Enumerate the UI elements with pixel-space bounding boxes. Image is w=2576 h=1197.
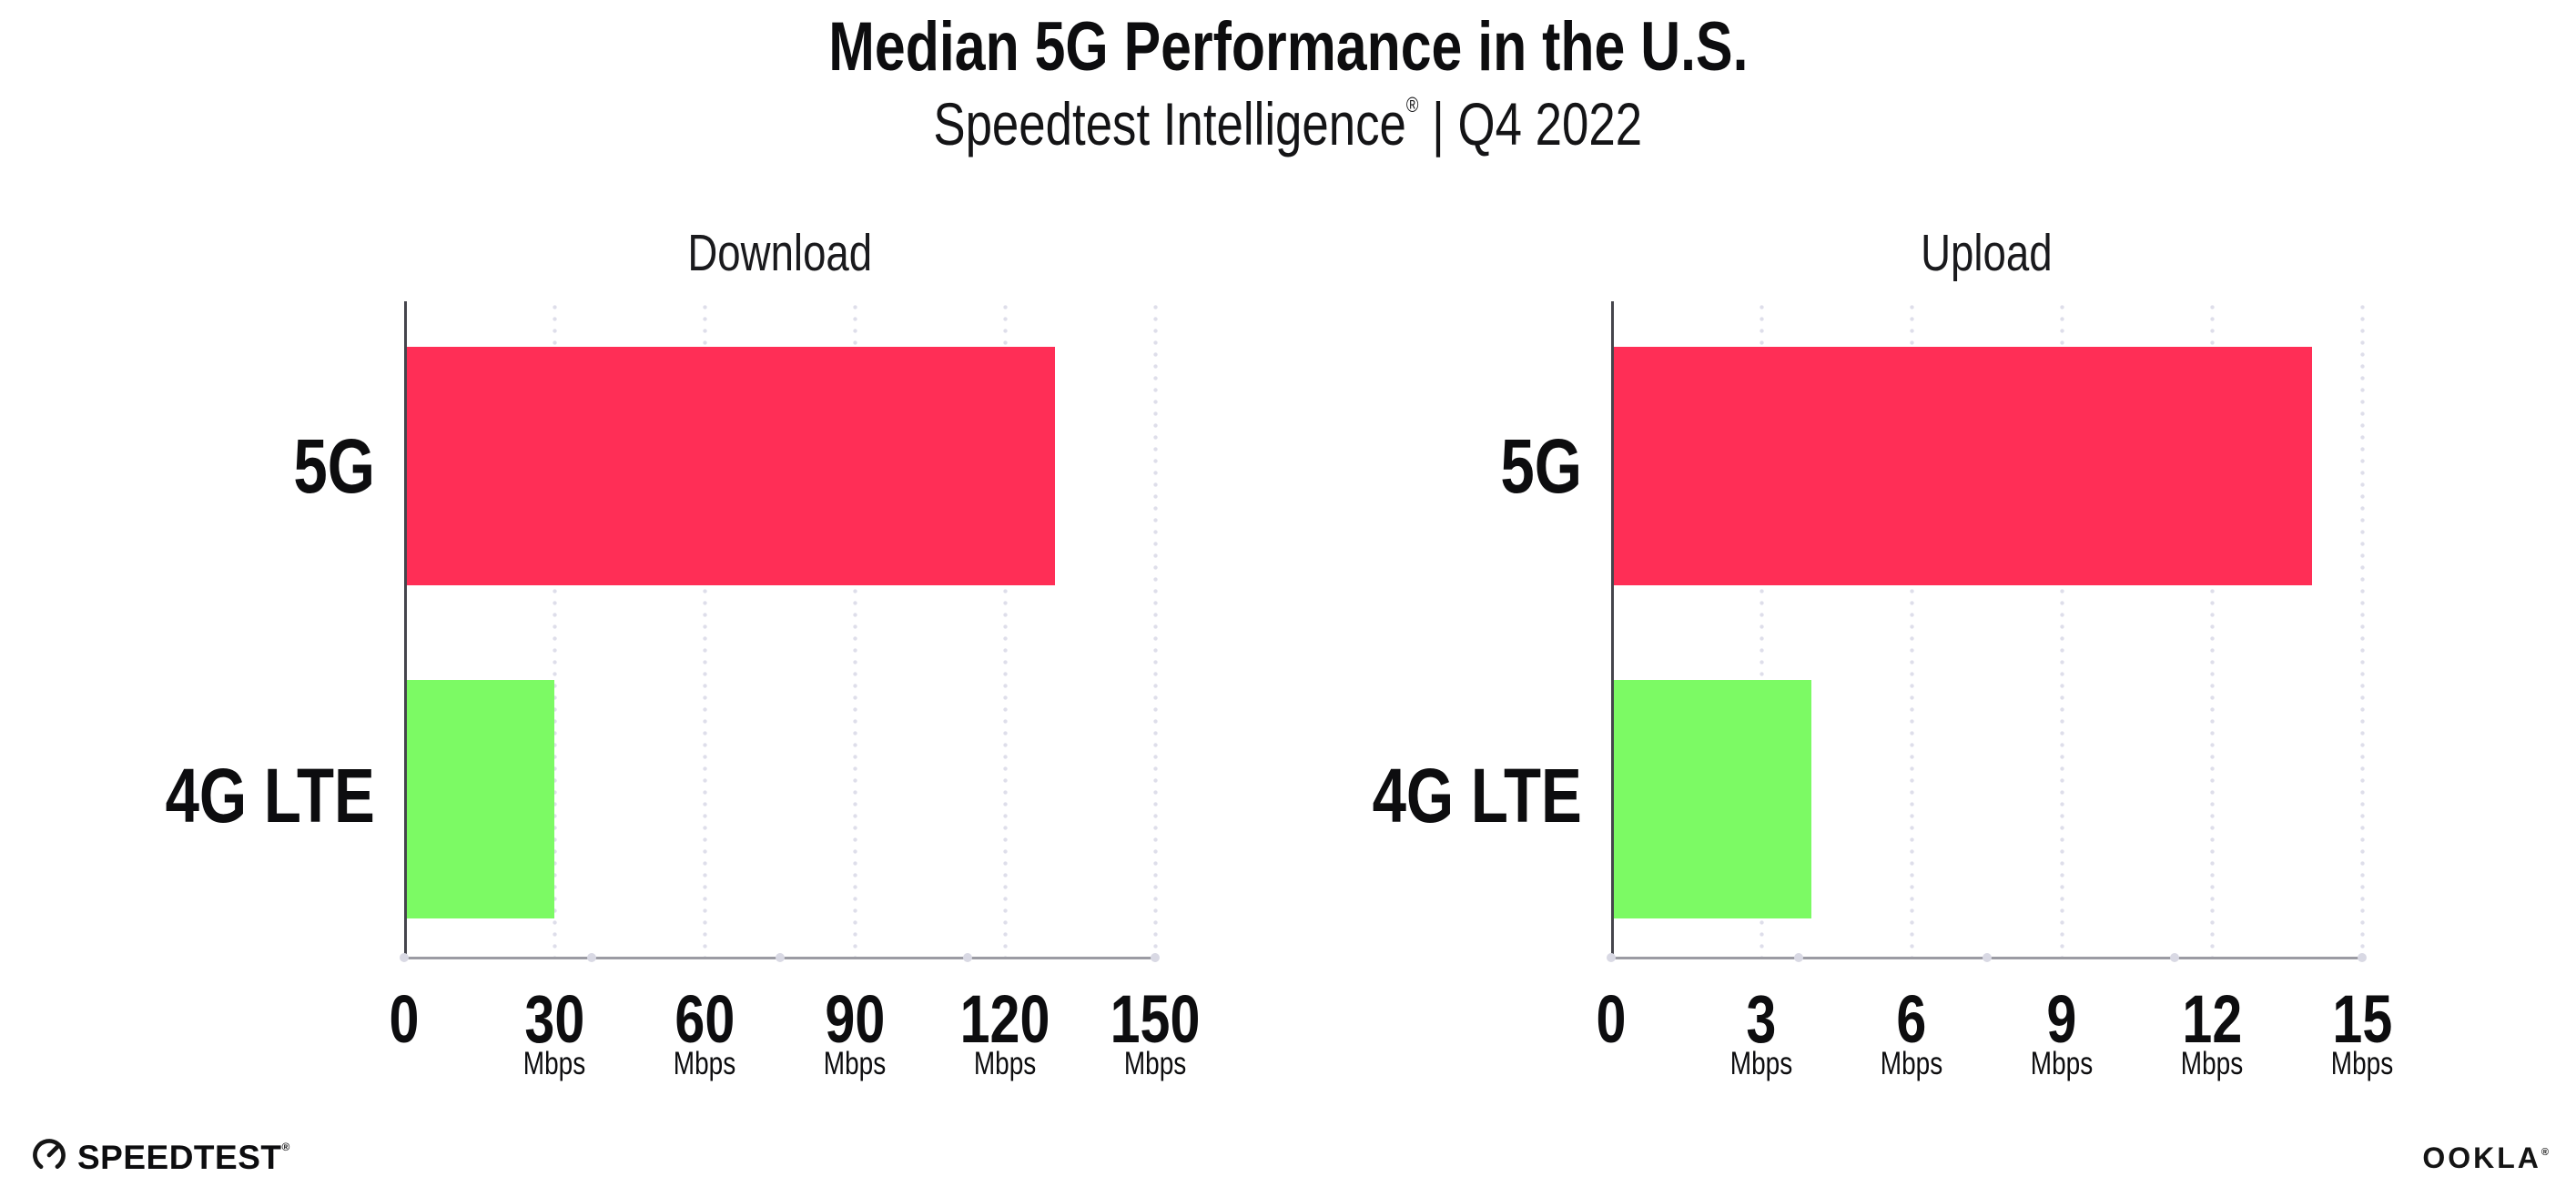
y-axis-line: [1611, 301, 1614, 959]
axis-tick-dot: [587, 953, 597, 962]
bar: [404, 680, 554, 918]
ookla-wordmark: OOKLA: [2422, 1141, 2541, 1174]
x-tick: 0: [385, 986, 422, 1053]
page-title: Median 5G Performance in the U.S.: [827, 8, 1749, 86]
axis-tick-dot: [1607, 953, 1616, 962]
category-label: 5G: [293, 423, 375, 509]
x-tick-value: 9: [2046, 981, 2077, 1057]
x-tick-value: 6: [1896, 981, 1927, 1057]
x-tick-value: 90: [825, 981, 885, 1057]
x-tick: 0: [1592, 986, 1629, 1053]
gridline: [1153, 301, 1158, 959]
x-tick-value: 3: [1746, 981, 1777, 1057]
y-axis-line: [404, 301, 407, 959]
x-tick: 9 Mbps: [2023, 986, 2101, 1080]
registered-mark-icon: ®: [2541, 1147, 2549, 1158]
speedtest-logo: SPEEDTEST®: [31, 1138, 290, 1176]
category-axis: 5G 4G LTE: [86, 218, 375, 1101]
bar: [1611, 680, 1811, 918]
x-tick: 30 Mbps: [515, 986, 593, 1080]
speedtest-wordmark: SPEEDTEST: [77, 1138, 282, 1176]
upload-plot-area: [1607, 301, 2367, 962]
x-tick-unit: Mbps: [2330, 1046, 2394, 1081]
x-axis-labels: 0 3 Mbps 6 Mbps 9 Mbps 12 Mbps 15 Mbps: [1597, 986, 2394, 1122]
x-tick-value: 15: [2332, 981, 2392, 1057]
chart-title-upload: Upload: [1921, 224, 2053, 282]
category-label: 4G LTE: [1372, 753, 1582, 838]
speedtest-gauge-icon: [31, 1137, 67, 1178]
x-tick-value: 0: [389, 981, 420, 1057]
page-subtitle: Speedtest Intelligence® | Q4 2022: [0, 91, 2576, 157]
x-tick: 15 Mbps: [2323, 986, 2401, 1080]
x-tick: 3 Mbps: [1722, 986, 1800, 1080]
x-tick-unit: Mbps: [522, 1046, 586, 1081]
gridline: [2360, 301, 2365, 959]
x-tick-value: 0: [1596, 981, 1627, 1057]
category-label: 4G LTE: [165, 753, 375, 838]
axis-tick-dot: [1151, 953, 1160, 962]
chart-title-download: Download: [687, 224, 872, 282]
axis-tick-dot: [400, 953, 409, 962]
gridline: [2210, 301, 2215, 959]
x-tick-unit: Mbps: [973, 1046, 1037, 1081]
bar: [1611, 347, 2312, 585]
x-tick: 120 Mbps: [948, 986, 1060, 1080]
x-tick-unit: Mbps: [1729, 1046, 1793, 1081]
x-tick-value: 12: [2182, 981, 2242, 1057]
gridline: [553, 301, 557, 959]
x-tick-unit: Mbps: [1880, 1046, 1943, 1081]
axis-tick-dot: [775, 953, 785, 962]
gridline: [1003, 301, 1008, 959]
x-tick-unit: Mbps: [1123, 1046, 1187, 1081]
axis-tick-dot: [962, 953, 972, 962]
x-tick-value: 150: [1110, 981, 1201, 1057]
x-tick-value: 60: [674, 981, 735, 1057]
axis-tick-dot: [1794, 953, 1804, 962]
gridline: [1760, 301, 1764, 959]
gridline: [853, 301, 857, 959]
gridline: [1910, 301, 1914, 959]
gridline: [703, 301, 707, 959]
x-axis-labels: 0 30 Mbps 60 Mbps 90 Mbps 120 Mbps 150 Mbps: [390, 986, 1201, 1122]
registered-mark-icon: ®: [281, 1140, 290, 1153]
x-tick-value: 30: [524, 981, 584, 1057]
x-tick: 90 Mbps: [816, 986, 894, 1080]
download-chart: Download 5G 4G LTE 0 30 Mbps 60 Mbps 90 Mbps 120…: [86, 218, 1232, 1101]
category-label: 5G: [1500, 423, 1582, 509]
upload-chart: Upload 5G 4G LTE 0 3 Mbps 6 Mbps 9 Mbps 12 Mbps 15…: [1293, 218, 2439, 1101]
x-tick-unit: Mbps: [2030, 1046, 2094, 1081]
gridline: [2060, 301, 2064, 959]
x-tick: 150 Mbps: [1099, 986, 1211, 1080]
ookla-logo: OOKLA®: [2422, 1143, 2549, 1172]
axis-tick-dot: [2169, 953, 2179, 962]
x-tick-unit: Mbps: [673, 1046, 736, 1081]
subtitle-period: | Q4 2022: [1418, 90, 1643, 157]
registered-mark-icon: ®: [1406, 93, 1419, 117]
bar: [404, 347, 1055, 585]
axis-tick-dot: [2358, 953, 2367, 962]
x-tick-unit: Mbps: [2180, 1046, 2244, 1081]
x-tick-value: 120: [959, 981, 1050, 1057]
x-tick: 12 Mbps: [2173, 986, 2251, 1080]
subtitle-brand: Speedtest Intelligence: [933, 90, 1407, 157]
download-plot-area: [400, 301, 1160, 962]
category-axis: 5G 4G LTE: [1293, 218, 1582, 1101]
x-tick: 60 Mbps: [665, 986, 744, 1080]
axis-tick-dot: [1982, 953, 1992, 962]
x-tick-unit: Mbps: [823, 1046, 887, 1081]
x-tick: 6 Mbps: [1872, 986, 1951, 1080]
